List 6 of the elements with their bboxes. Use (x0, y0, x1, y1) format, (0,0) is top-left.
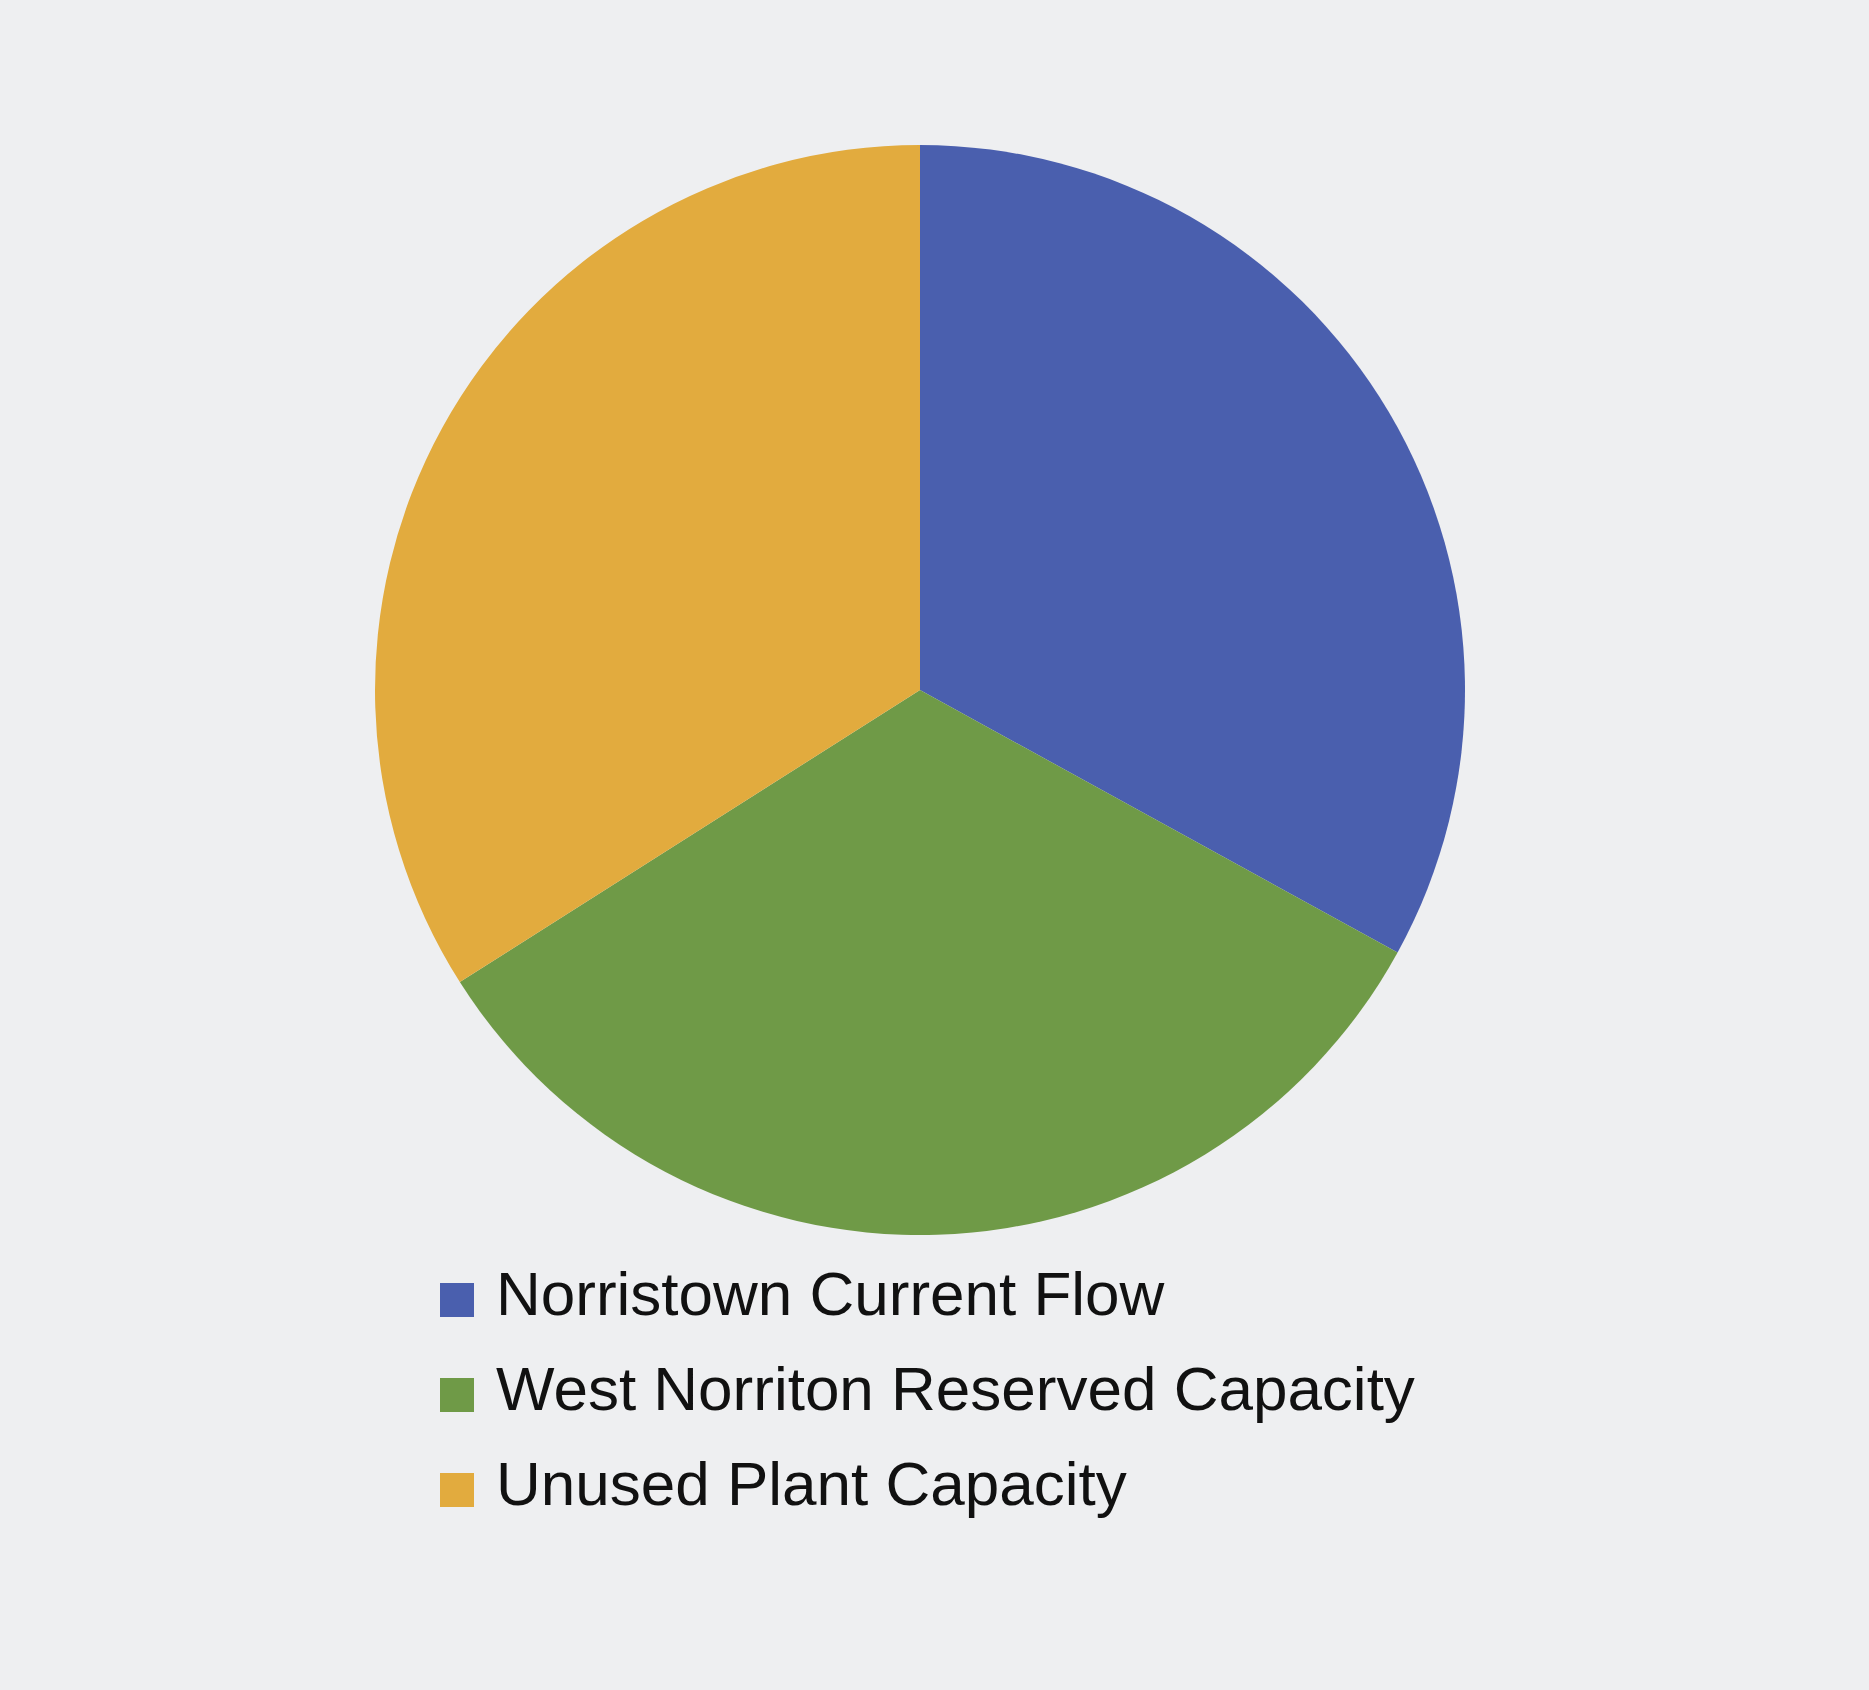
pie-slice (376, 145, 920, 983)
pie-slice (459, 690, 1398, 1235)
legend-label: Norristown Current Flow (496, 1259, 1165, 1328)
legend-label: West Norriton Reserved Capacity (496, 1354, 1415, 1423)
legend-label: Unused Plant Capacity (496, 1449, 1127, 1518)
pie-slice (920, 145, 1465, 953)
